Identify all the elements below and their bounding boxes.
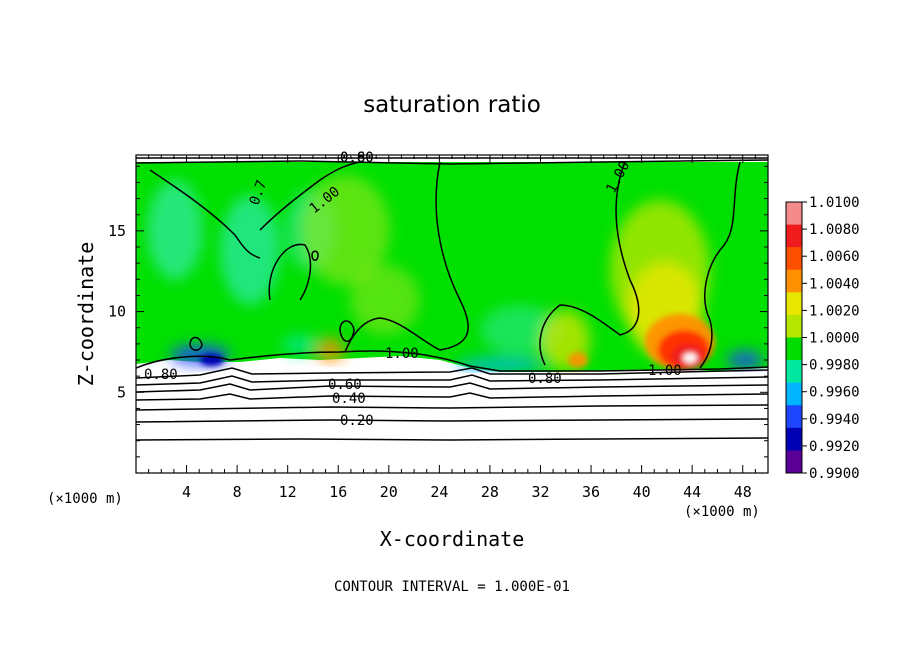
contour-0-60 xyxy=(136,382,768,393)
contour-label: 0.80 xyxy=(528,371,562,387)
x-tick-label: 4 xyxy=(182,483,191,501)
x-tick-label: 8 xyxy=(233,483,242,501)
colorbar-label: 1.0100 xyxy=(809,195,860,211)
colorbar-label: 1.0000 xyxy=(809,331,860,347)
contour-small-loop-2 xyxy=(339,320,355,342)
contour-0-50 xyxy=(136,392,768,401)
colorbar-segment xyxy=(786,450,802,474)
x-tick-label: 28 xyxy=(481,483,499,501)
contour-0-30 xyxy=(136,418,768,423)
colorbar-segment xyxy=(786,360,802,384)
contour-label: 0.20 xyxy=(340,413,374,429)
contour-label: 0.80 xyxy=(144,367,178,383)
colorbar-label: 1.0080 xyxy=(809,222,860,238)
contour-lines xyxy=(136,157,768,441)
x-axis: 4 8 12 16 20 24 28 32 36 40 44 48 xyxy=(148,155,756,501)
x-tick-label: 20 xyxy=(380,483,398,501)
contour-0-80 xyxy=(136,367,768,379)
z-tick-label: 5 xyxy=(117,383,126,401)
x-unit-label-right: (×1000 m) xyxy=(684,504,760,520)
contour-interval-note: CONTOUR INTERVAL = 1.000E-01 xyxy=(334,579,570,595)
contour-0-40 xyxy=(136,404,768,411)
colorbar-label: 0.9900 xyxy=(809,466,860,482)
contour-label: 0.60 xyxy=(340,150,374,166)
z-tick-label: 15 xyxy=(108,222,126,240)
x-tick-label: 12 xyxy=(279,483,297,501)
contour-0-70 xyxy=(136,374,768,386)
chart-title: saturation ratio xyxy=(363,92,541,118)
x-tick-label: 36 xyxy=(582,483,600,501)
colorbar-label: 1.0020 xyxy=(809,303,860,319)
lower-clear-region xyxy=(136,366,768,473)
colorbar-label: 1.0040 xyxy=(809,276,860,292)
contour-1-00-left xyxy=(259,161,361,231)
colorbar-segment xyxy=(786,224,802,248)
z-axis: 5 10 15 xyxy=(108,165,768,458)
colorbar-segment xyxy=(786,405,802,429)
colorbar-segment xyxy=(786,247,802,271)
colorbar-segment xyxy=(786,382,802,406)
z-axis-title: Z-coordinate xyxy=(74,242,98,387)
colorbar-label: 0.9940 xyxy=(809,412,860,428)
contour-label: 1.00 xyxy=(648,363,682,379)
contour-1-00-right xyxy=(539,161,640,366)
colorbar-segment xyxy=(786,337,802,361)
contour-1-00-lower xyxy=(136,350,768,372)
contour-1-00-plume xyxy=(699,161,741,369)
colorbar-segment xyxy=(786,269,802,293)
x-unit-label-left: (×1000 m) xyxy=(47,491,123,507)
colorbar-segment xyxy=(786,314,802,338)
contour-cloud-boundary-left xyxy=(149,169,261,259)
x-tick-label: 32 xyxy=(531,483,549,501)
x-tick-label: 44 xyxy=(683,483,701,501)
contour-label: 0.40 xyxy=(332,391,366,407)
x-tick-label: 24 xyxy=(430,483,448,501)
colorbar-label: 1.0060 xyxy=(809,249,860,265)
plot-area xyxy=(136,155,768,473)
z-tick-label: 10 xyxy=(108,303,126,321)
contour-0-20 xyxy=(136,437,768,441)
contour-label: 0.80 xyxy=(340,150,374,166)
contour-cloud-left-dome xyxy=(268,243,312,301)
contour-1-00-centre xyxy=(344,161,469,353)
colorbar: 1.0100 1.0080 1.0060 1.0040 1.0020 1.0000 0.99… xyxy=(785,195,860,482)
x-axis-title: X-coordinate xyxy=(380,527,525,551)
colorbar-segment xyxy=(786,292,802,316)
contour-small-loop-3 xyxy=(311,250,319,261)
colorbar-segment xyxy=(786,427,802,451)
x-tick-label: 48 xyxy=(734,483,752,501)
contour-label: 0.60 xyxy=(328,377,362,393)
x-tick-label: 16 xyxy=(329,483,347,501)
field-maximum xyxy=(200,314,715,370)
contour-label: 1.00 xyxy=(385,346,419,362)
colorbar-label: 0.9980 xyxy=(809,358,860,374)
x-tick-label: 40 xyxy=(633,483,651,501)
contour-small-loop-1 xyxy=(189,336,203,351)
contour-top-2 xyxy=(136,159,768,165)
colorbar-label: 0.9920 xyxy=(809,439,860,455)
colorbar-label: 0.9960 xyxy=(809,385,860,401)
colorbar-segment xyxy=(786,202,802,226)
